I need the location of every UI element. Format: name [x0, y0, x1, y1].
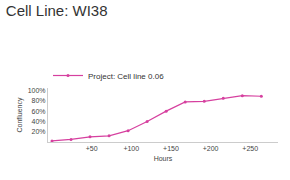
svg-text:80%: 80%	[32, 97, 46, 104]
svg-text:100%: 100%	[28, 87, 46, 94]
svg-text:Cell Line: WI38: Cell Line: WI38	[6, 2, 108, 19]
svg-text:60%: 60%	[32, 108, 46, 115]
svg-text:Project: Cell line 0.06: Project: Cell line 0.06	[88, 72, 164, 81]
svg-text:20%: 20%	[32, 128, 46, 135]
svg-text:Confluency: Confluency	[16, 97, 24, 133]
svg-text:+50: +50	[86, 145, 98, 152]
svg-text:40%: 40%	[32, 118, 46, 125]
svg-text:+150: +150	[163, 145, 179, 152]
svg-text:+200: +200	[203, 145, 219, 152]
svg-text:+250: +250	[242, 145, 258, 152]
svg-text:Hours: Hours	[154, 155, 173, 162]
svg-text:+100: +100	[123, 145, 139, 152]
